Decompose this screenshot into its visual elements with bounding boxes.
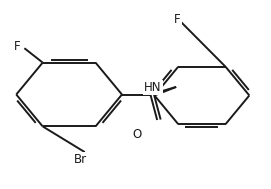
Text: O: O [132, 128, 141, 141]
Text: F: F [14, 40, 21, 53]
Text: HN: HN [144, 81, 162, 94]
Text: Br: Br [73, 153, 86, 166]
Text: F: F [174, 13, 181, 26]
